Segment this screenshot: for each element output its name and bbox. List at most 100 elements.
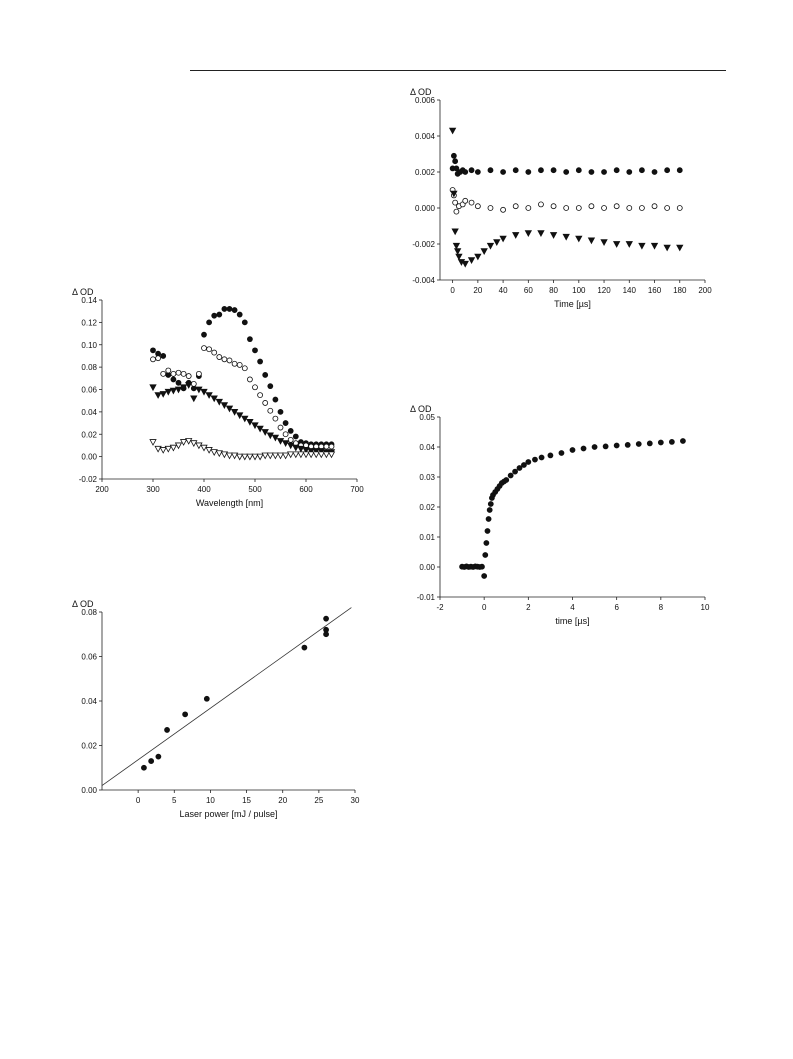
- x-tick-label: 25: [314, 796, 323, 805]
- data-point: [651, 203, 658, 210]
- data-point: [462, 197, 469, 204]
- data-point: [159, 447, 167, 454]
- data-point: [155, 355, 161, 362]
- data-point: [246, 453, 254, 461]
- data-point: [150, 347, 156, 354]
- data-point: [271, 452, 280, 460]
- data-point: [225, 405, 234, 413]
- data-point: [503, 477, 510, 483]
- data-point: [210, 395, 218, 403]
- x-tick-label: 8: [659, 603, 664, 612]
- data-point: [216, 311, 223, 318]
- data-point: [575, 205, 582, 211]
- x-axis-label: Time [µs]: [554, 299, 591, 309]
- data-point: [185, 373, 192, 379]
- data-point: [164, 445, 172, 453]
- data-point: [160, 370, 167, 377]
- y-tick-label: 0.00: [419, 563, 435, 572]
- data-point: [646, 440, 653, 447]
- y-tick-label: 0.02: [419, 503, 435, 512]
- data-point: [453, 165, 460, 172]
- data-point: [292, 444, 300, 452]
- data-point: [680, 438, 686, 444]
- spectrum-chart: -0.02 0.00 0.02 0.04 0.06 0.08 0.10 0.12 0.14 200…: [72, 287, 364, 508]
- data-point: [327, 451, 336, 459]
- data-point: [277, 408, 284, 415]
- data-point: [507, 472, 514, 479]
- data-point: [563, 169, 570, 175]
- y-tick-label: 0.10: [81, 341, 97, 350]
- y-tick-label: 0.00: [81, 786, 97, 795]
- x-tick-label: 30: [351, 796, 360, 805]
- data-point: [651, 169, 658, 175]
- data-point: [266, 432, 274, 440]
- y-tick-label: 0.05: [419, 413, 435, 422]
- data-point: [282, 431, 289, 438]
- data-point: [484, 528, 491, 534]
- data-point: [461, 260, 469, 268]
- data-point: [256, 425, 264, 433]
- data-point: [538, 454, 545, 461]
- data-point: [262, 372, 269, 378]
- data-point: [512, 167, 519, 174]
- data-point: [453, 208, 460, 215]
- data-point: [230, 408, 239, 416]
- data-point: [486, 507, 493, 513]
- data-point: [452, 199, 459, 206]
- y-tick-label: 0.14: [81, 296, 97, 305]
- data-point: [175, 379, 182, 386]
- data-point: [452, 242, 461, 250]
- data-point: [451, 228, 459, 236]
- data-point: [211, 312, 218, 319]
- data-point: [482, 552, 489, 558]
- data-point: [292, 451, 300, 459]
- x-tick-label: 20: [473, 286, 482, 295]
- data-point: [486, 242, 495, 250]
- x-tick-label: 2: [526, 603, 531, 612]
- data-point: [638, 242, 646, 250]
- y-tick-label: 0.08: [81, 363, 97, 372]
- data-point: [664, 205, 671, 211]
- data-point: [562, 233, 570, 241]
- data-point: [251, 453, 259, 461]
- y-tick-label: 0.002: [415, 168, 436, 177]
- data-point: [215, 398, 223, 406]
- data-point: [538, 201, 544, 208]
- data-point: [485, 516, 492, 522]
- x-tick-label: 140: [623, 286, 637, 295]
- data-point: [201, 331, 207, 338]
- data-point: [487, 501, 494, 507]
- data-point: [287, 427, 294, 434]
- y-tick-label: 0.02: [81, 430, 97, 439]
- data-point: [532, 456, 538, 463]
- data-point: [292, 433, 299, 440]
- data-point: [141, 764, 147, 771]
- data-point: [211, 349, 218, 356]
- x-tick-label: -2: [436, 603, 444, 612]
- data-point: [302, 447, 310, 454]
- data-point: [474, 169, 481, 175]
- transient-time-chart: -0.004 -0.002 0.000 0.002 0.004 0.006 0 20 40 60 8…: [410, 87, 712, 309]
- x-tick-label: 60: [524, 286, 533, 295]
- data-point: [487, 167, 494, 174]
- data-point: [537, 230, 545, 238]
- data-point: [230, 452, 239, 460]
- data-point: [452, 158, 459, 165]
- data-point: [205, 392, 213, 399]
- y-axis-label: Δ OD: [72, 599, 94, 609]
- data-point: [524, 230, 533, 238]
- data-point: [650, 242, 659, 250]
- data-point: [591, 444, 598, 450]
- data-point: [148, 758, 155, 764]
- data-point: [323, 631, 329, 638]
- data-point: [587, 237, 596, 245]
- data-point: [307, 451, 315, 459]
- data-point: [267, 383, 274, 390]
- data-point: [450, 152, 457, 159]
- y-tick-label: 0.04: [81, 697, 97, 706]
- data-point: [487, 205, 494, 211]
- data-point: [236, 412, 244, 420]
- data-point: [160, 353, 167, 359]
- data-point: [252, 384, 258, 391]
- data-point: [500, 169, 506, 175]
